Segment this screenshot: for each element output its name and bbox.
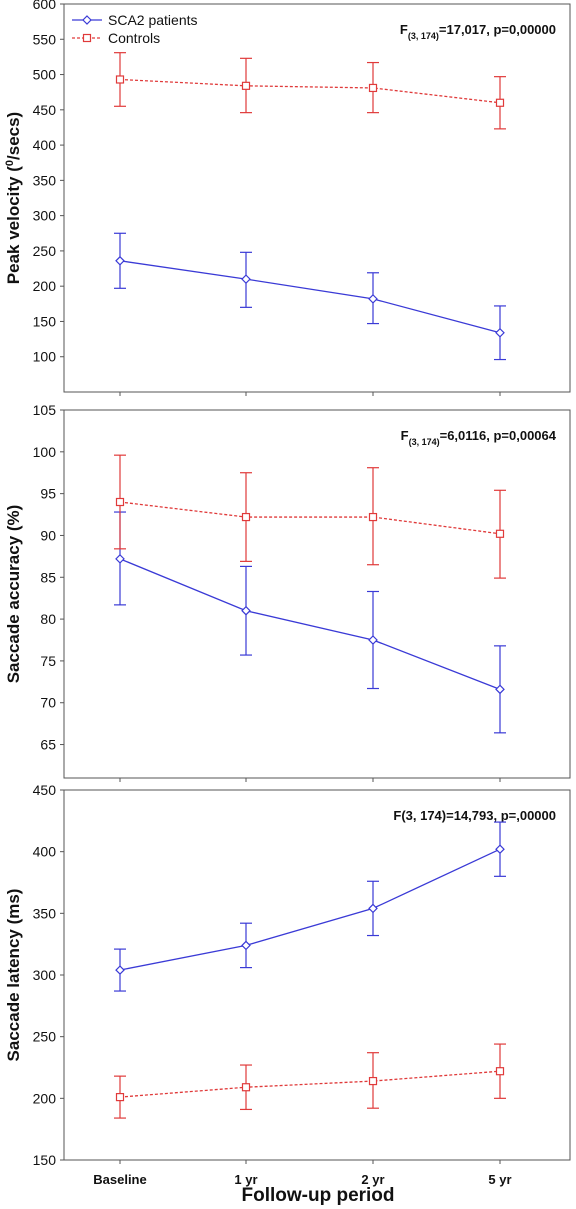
y-tick-label: 500 (33, 67, 57, 83)
legend-marker-controls (82, 33, 92, 43)
data-point-controls (241, 1083, 251, 1092)
series-line-controls (119, 501, 501, 535)
series-line-controls (119, 1070, 501, 1098)
data-point-controls (115, 1092, 125, 1102)
y-tick-label: 400 (33, 137, 57, 153)
data-point-patients (241, 940, 251, 951)
series-controls (114, 52, 506, 130)
chart-panel-3: 150 200 250 300 350 400 450 Saccade latency (ms… (4, 782, 571, 1168)
y-tick-label: 105 (33, 402, 57, 418)
y-tick-label: 75 (40, 653, 56, 669)
data-point-controls (241, 512, 251, 522)
x-tick-label: 1 yr (234, 1172, 257, 1187)
data-point-controls (495, 1067, 505, 1076)
x-tick-label: 2 yr (361, 1172, 384, 1187)
y-axis-label: Saccade accuracy (%) (4, 505, 23, 684)
x-axis-label: Follow-up period (241, 1185, 394, 1206)
data-point-controls (368, 83, 378, 93)
legend-label-patients: SCA2 patients (108, 12, 198, 28)
y-tick-label: 450 (33, 782, 57, 798)
data-point-patients (495, 844, 505, 855)
plot-frame (63, 3, 571, 393)
data-point-patients (368, 903, 378, 914)
data-point-patients (241, 605, 251, 616)
y-tick-label: 400 (33, 844, 57, 860)
statistics-annotation: F(3, 174)=6,0116, p=0,00064 (401, 428, 557, 447)
series-line-patients (119, 848, 501, 971)
series-line-controls (119, 78, 501, 104)
y-tick-label: 200 (33, 1090, 57, 1106)
data-point-patients (495, 684, 505, 695)
y-tick-label: 65 (40, 737, 56, 753)
y-tick-label: 70 (40, 695, 56, 711)
data-point-patients (495, 327, 505, 338)
legend-marker-patients (82, 15, 92, 25)
data-point-patients (115, 965, 125, 975)
series-patients (114, 232, 506, 361)
statistics-annotation: F(3, 174)=17,017, p=0,00000 (400, 22, 556, 41)
data-point-patients (368, 294, 378, 304)
x-tick-label: 5 yr (488, 1172, 511, 1187)
statistics-annotation: F(3, 174)=14,793, p=,00000 (393, 808, 556, 823)
y-tick-label: 95 (40, 486, 56, 502)
y-tick-label: 250 (33, 1029, 57, 1045)
data-point-controls (115, 497, 125, 507)
series-patients (114, 511, 506, 734)
legend: SCA2 patients Controls (72, 12, 198, 46)
y-tick-label: 300 (33, 208, 57, 224)
series-controls (114, 1043, 506, 1119)
y-tick-label: 250 (33, 243, 57, 259)
y-tick-label: 100 (33, 444, 57, 460)
chart-panel-2: 65 70 75 80 85 90 95 100 105 Saccade accuracy (%)… (4, 402, 571, 782)
y-tick-label: 350 (33, 905, 57, 921)
data-point-controls (495, 529, 505, 538)
series-line-patients (119, 260, 501, 334)
x-tick-label: Baseline (93, 1172, 146, 1187)
data-point-controls (368, 512, 378, 522)
y-axis-label: Peak velocity (0/secs) (4, 112, 23, 284)
y-tick-label: 300 (33, 967, 57, 983)
y-axis-label: Saccade latency (ms) (4, 889, 23, 1062)
y-tick-label: 90 (40, 527, 56, 543)
y-tick-label: 200 (33, 278, 57, 294)
data-point-patients (115, 255, 125, 266)
y-tick-label: 450 (33, 102, 57, 118)
y-tick-label: 80 (40, 611, 56, 627)
plot-frame (63, 789, 571, 1161)
y-tick-label: 85 (40, 569, 56, 585)
data-point-patients (241, 274, 251, 284)
series-controls (114, 454, 506, 579)
data-point-patients (115, 554, 125, 564)
data-point-controls (241, 81, 251, 90)
y-tick-label: 600 (33, 0, 57, 12)
y-tick-label: 350 (33, 172, 57, 188)
y-tick-label: 150 (33, 313, 57, 329)
legend-label-controls: Controls (108, 30, 160, 46)
data-point-controls (115, 75, 125, 84)
y-tick-label: 100 (33, 349, 57, 365)
chart-panels: 100 150 200 250 300 350 400 450 500 550 600 Peak ve… (4, 0, 571, 1187)
plot-frame (63, 409, 571, 779)
y-tick-label: 550 (33, 31, 57, 47)
chart-panel-1: 100 150 200 250 300 350 400 450 500 550 600 Peak ve… (4, 0, 571, 396)
series-line-patients (119, 558, 501, 690)
data-point-controls (495, 98, 505, 107)
data-point-controls (368, 1076, 378, 1086)
y-tick-label: 150 (33, 1152, 57, 1168)
series-patients (114, 821, 506, 992)
data-point-patients (368, 635, 378, 645)
